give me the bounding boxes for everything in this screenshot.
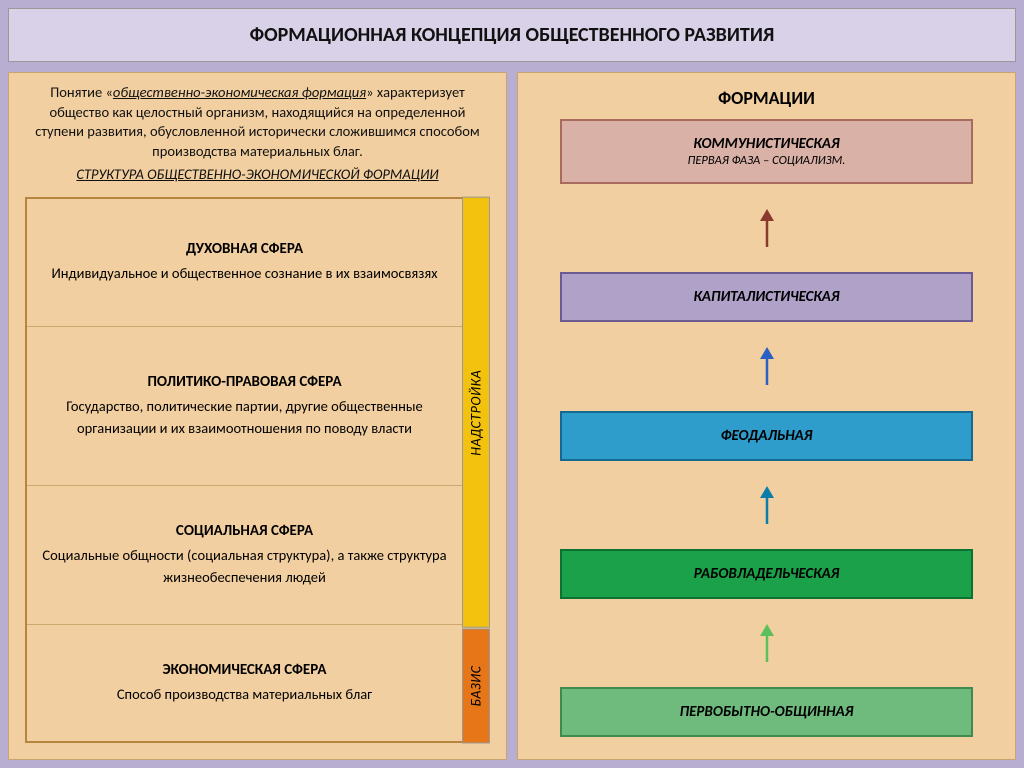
formation-stage-main: КОММУНИСТИЧЕСКАЯ (570, 135, 963, 153)
block-desc: Способ производства материальных благ (39, 683, 450, 705)
left-panel: Понятие «общественно-экономическая форма… (8, 72, 507, 760)
intro-text: Понятие «общественно-экономическая форма… (25, 83, 490, 185)
formation-stage-main: ФЕОДАЛЬНАЯ (570, 427, 963, 445)
label-basis: БАЗИС (462, 628, 490, 743)
formation-stage-sub: ПЕРВАЯ ФАЗА – СОЦИАЛИЗМ. (570, 153, 963, 168)
structure-diagram: ДУХОВНАЯ СФЕРА Индивидуальное и обществе… (25, 197, 490, 743)
formation-stage: РАБОВЛАДЕЛЬЧЕСКАЯ (560, 549, 973, 599)
right-panel: ФОРМАЦИИ КОММУНИСТИЧЕСКАЯПЕРВАЯ ФАЗА – С… (517, 72, 1016, 760)
formations-ladder: КОММУНИСТИЧЕСКАЯПЕРВАЯ ФАЗА – СОЦИАЛИЗМ.… (534, 119, 999, 743)
block-political: ПОЛИТИКО-ПРАВОВАЯ СФЕРА Государство, пол… (27, 327, 462, 487)
intro-lead: общественно-экономическая формация (113, 83, 366, 101)
arrow-up-icon (560, 624, 973, 662)
columns: Понятие «общественно-экономическая форма… (8, 72, 1016, 760)
formation-stage: ПЕРВОБЫТНО-ОБЩИННАЯ (560, 687, 973, 737)
arrow-up-icon (560, 486, 973, 524)
block-title: ДУХОВНАЯ СФЕРА (39, 240, 450, 258)
block-social: СОЦИАЛЬНАЯ СФЕРА Социальные общности (со… (27, 486, 462, 624)
formation-stage-main: КАПИТАЛИСТИЧЕСКАЯ (570, 288, 963, 306)
formations-title: ФОРМАЦИИ (534, 87, 999, 109)
formation-stage-main: ПЕРВОБЫТНО-ОБЩИННАЯ (570, 703, 963, 721)
structure-blocks: ДУХОВНАЯ СФЕРА Индивидуальное и обществе… (25, 197, 462, 743)
block-spiritual: ДУХОВНАЯ СФЕРА Индивидуальное и обществе… (27, 199, 462, 327)
formation-stage: ФЕОДАЛЬНАЯ (560, 411, 973, 461)
block-title: ПОЛИТИКО-ПРАВОВАЯ СФЕРА (39, 373, 450, 391)
arrow-up-icon (560, 347, 973, 385)
structure-subtitle: СТРУКТУРА ОБЩЕСТВЕННО-ЭКОНОМИЧЕСКОЙ ФОРМ… (25, 165, 490, 185)
label-superstructure: НАДСТРОЙКА (462, 197, 490, 628)
block-title: ЭКОНОМИЧЕСКАЯ СФЕРА (39, 661, 450, 679)
formation-stage-main: РАБОВЛАДЕЛЬЧЕСКАЯ (570, 565, 963, 583)
main-title: ФОРМАЦИОННАЯ КОНЦЕПЦИЯ ОБЩЕСТВЕННОГО РАЗ… (8, 8, 1016, 62)
formation-stage: КАПИТАЛИСТИЧЕСКАЯ (560, 272, 973, 322)
block-economic: ЭКОНОМИЧЕСКАЯ СФЕРА Способ производства … (27, 625, 462, 741)
block-title: СОЦИАЛЬНАЯ СФЕРА (39, 522, 450, 540)
formation-stage: КОММУНИСТИЧЕСКАЯПЕРВАЯ ФАЗА – СОЦИАЛИЗМ. (560, 119, 973, 184)
arrow-up-icon (560, 209, 973, 247)
block-desc: Индивидуальное и общественное сознание в… (39, 262, 450, 284)
side-labels: НАДСТРОЙКА БАЗИС (462, 197, 490, 743)
block-desc: Государство, политические партии, другие… (39, 395, 450, 440)
intro-prefix: Понятие « (50, 83, 113, 101)
block-desc: Социальные общности (социальная структур… (39, 544, 450, 589)
